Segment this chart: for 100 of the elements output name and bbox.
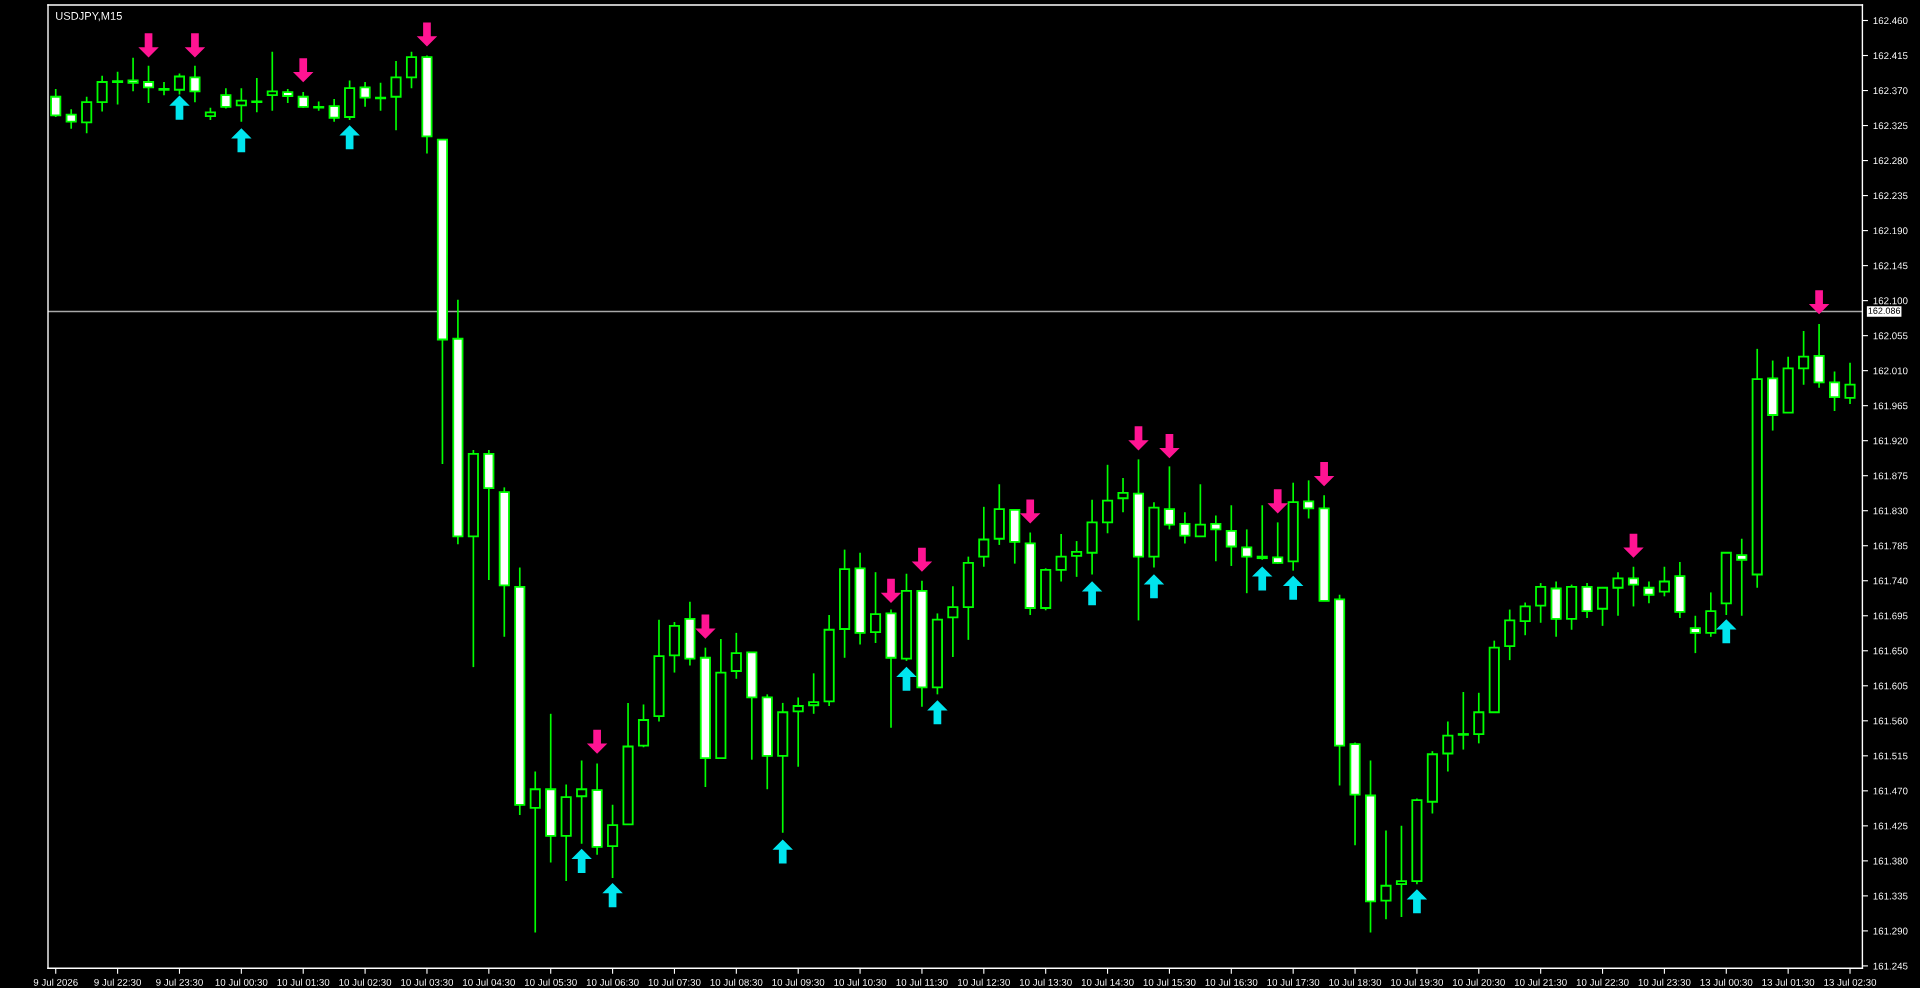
point xyxy=(1081,581,1103,606)
x-tick-label: 13 Jul 00:30 xyxy=(1700,978,1753,986)
text: USDJPY,M15 xyxy=(56,11,122,22)
candlestick xyxy=(405,50,418,90)
ref-line-label: 162.086 xyxy=(1868,307,1901,314)
x-tick-label: 10 Jul 08:30 xyxy=(710,978,763,986)
y-tick-label: 162.460 xyxy=(1873,17,1908,25)
candlestick xyxy=(529,770,541,934)
candlestick xyxy=(235,87,247,123)
x-tick-label: 10 Jul 22:30 xyxy=(1576,978,1629,986)
candlestick xyxy=(81,95,93,135)
x-tick-label: 9 Jul 2026 xyxy=(33,978,78,986)
y-tick-label: 161.425 xyxy=(1873,822,1908,830)
candlestick xyxy=(978,505,990,568)
point xyxy=(927,700,948,725)
x-tick-label: 10 Jul 19:30 xyxy=(1391,978,1444,986)
point xyxy=(1267,489,1288,514)
y-tick-label: 161.920 xyxy=(1873,437,1908,445)
candlestick xyxy=(792,696,804,768)
y-tick-label: 161.335 xyxy=(1873,892,1908,900)
point xyxy=(138,33,159,58)
candlestick xyxy=(1736,537,1748,617)
candlestick xyxy=(328,98,340,123)
point xyxy=(1406,889,1428,914)
y-tick-label: 161.515 xyxy=(1873,752,1908,760)
candlestick xyxy=(158,81,170,97)
candlestick xyxy=(127,57,139,93)
point xyxy=(571,848,592,873)
candlestick xyxy=(1627,565,1640,608)
y-tick-label: 162.100 xyxy=(1873,297,1908,305)
point xyxy=(339,125,360,150)
candlestick xyxy=(1473,691,1485,745)
x-tick-label: 10 Jul 21:30 xyxy=(1514,978,1567,986)
candlestick xyxy=(1689,614,1701,654)
candlestick xyxy=(1844,362,1856,405)
candlestick xyxy=(1395,825,1407,918)
candlestick xyxy=(1705,591,1717,638)
y-tick-label: 161.740 xyxy=(1873,577,1908,585)
point xyxy=(293,58,314,83)
candlestick xyxy=(1071,540,1083,578)
point xyxy=(1808,290,1830,315)
y-tick-label: 161.245 xyxy=(1873,962,1908,970)
candlestick xyxy=(1241,528,1253,595)
y-tick-label: 162.010 xyxy=(1873,367,1908,375)
y-tick-label: 162.235 xyxy=(1873,192,1908,200)
x-tick-label: 10 Jul 00:30 xyxy=(215,978,268,986)
y-tick-label: 162.325 xyxy=(1873,122,1908,130)
y-tick-label: 161.290 xyxy=(1873,927,1908,935)
point xyxy=(1313,462,1335,487)
point xyxy=(169,95,190,120)
candlestick xyxy=(1225,504,1237,567)
x-tick-label: 10 Jul 16:30 xyxy=(1205,978,1258,986)
y-tick-label: 162.145 xyxy=(1873,262,1908,270)
y-tick-label: 162.190 xyxy=(1873,227,1908,235)
point xyxy=(1282,575,1304,600)
candlestick xyxy=(1194,483,1206,538)
y-tick-label: 161.650 xyxy=(1873,647,1908,655)
candlestick xyxy=(576,759,588,845)
candlestick xyxy=(1457,691,1469,751)
candlestick xyxy=(1612,571,1624,617)
point xyxy=(1128,426,1149,451)
x-tick-label: 10 Jul 06:30 xyxy=(586,978,639,986)
point xyxy=(602,883,623,908)
x-tick-label: 10 Jul 02:30 xyxy=(339,978,392,986)
y-tick-label: 161.875 xyxy=(1873,472,1908,480)
point xyxy=(896,666,917,691)
point xyxy=(1252,566,1273,591)
candlestick xyxy=(1519,601,1531,637)
x-tick-label: 10 Jul 15:30 xyxy=(1143,978,1196,986)
x-tick-label: 13 Jul 01:30 xyxy=(1762,978,1815,986)
candlestick xyxy=(1210,514,1222,563)
x-tick-label: 10 Jul 05:30 xyxy=(524,978,577,986)
point xyxy=(772,839,793,864)
point xyxy=(695,614,716,639)
y-tick-label: 161.785 xyxy=(1873,542,1908,550)
candlestick xyxy=(607,804,619,879)
candlestick xyxy=(65,108,77,130)
candlestick xyxy=(1256,504,1268,561)
x-tick-label: 10 Jul 11:30 xyxy=(896,978,948,986)
y-tick-label: 161.380 xyxy=(1873,857,1908,865)
candlestick xyxy=(1535,582,1547,624)
y-tick-label: 161.695 xyxy=(1873,612,1908,620)
y-tick-label: 161.560 xyxy=(1873,717,1908,725)
candlestick xyxy=(142,64,155,104)
y-tick-label: 162.280 xyxy=(1873,157,1908,165)
x-tick-label: 10 Jul 12:30 xyxy=(958,978,1010,986)
candlestick xyxy=(1179,511,1191,545)
y-tick-label: 161.830 xyxy=(1873,507,1908,515)
candlestick xyxy=(1442,720,1454,773)
x-tick-label: 10 Jul 07:30 xyxy=(648,978,701,986)
y-tick-label: 162.415 xyxy=(1873,52,1908,60)
x-tick-label: 10 Jul 20:30 xyxy=(1453,978,1505,986)
point xyxy=(1716,619,1737,644)
candlestick xyxy=(1272,521,1284,565)
candlestick xyxy=(1596,586,1609,627)
candlestick xyxy=(947,585,959,658)
candlestick xyxy=(189,64,201,104)
x-tick-label: 10 Jul 04:30 xyxy=(463,978,515,986)
candlestick xyxy=(173,72,186,96)
candlestick xyxy=(1658,565,1670,598)
